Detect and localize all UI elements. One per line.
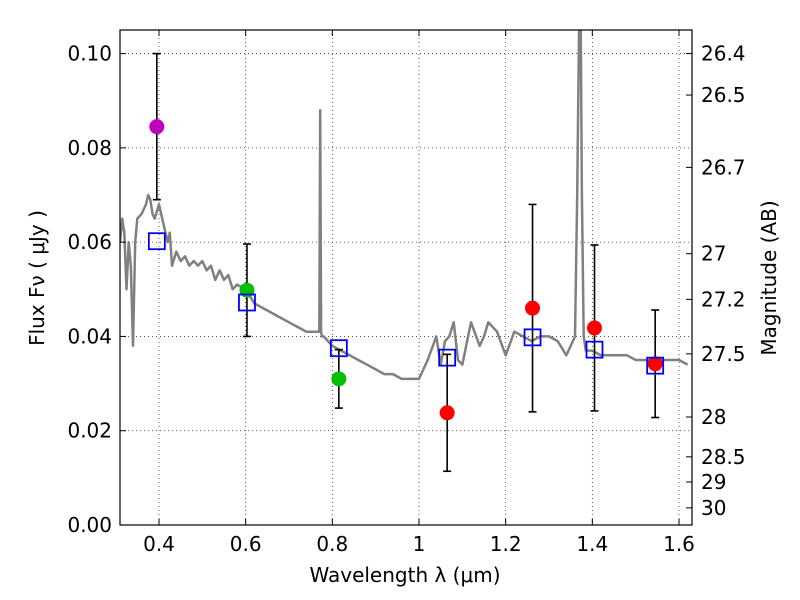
x-tick-label: 1.2 bbox=[490, 532, 522, 556]
y-tick-label: 0.02 bbox=[67, 419, 112, 443]
model-photometry-square bbox=[646, 356, 665, 375]
y-tick-label: 0.04 bbox=[67, 324, 112, 348]
x-tick-label: 1.6 bbox=[663, 532, 695, 556]
observed-point bbox=[239, 282, 255, 298]
observed-point bbox=[331, 371, 347, 387]
right-tick-label: 28.5 bbox=[701, 445, 746, 469]
model-photometry-square bbox=[147, 232, 166, 251]
right-tick-label: 26.7 bbox=[701, 155, 746, 179]
right-tick-label: 27 bbox=[701, 242, 726, 266]
x-tick-label: 1 bbox=[413, 532, 426, 556]
model-spectrum-line bbox=[120, 30, 689, 381]
model-photometry-square bbox=[438, 348, 457, 367]
y-axis-label: Flux Fν ( μJy ) bbox=[25, 210, 49, 346]
observed-point bbox=[149, 119, 165, 135]
observed-points bbox=[149, 119, 663, 421]
model-photometry-square bbox=[238, 293, 256, 312]
model-photometry-square bbox=[523, 328, 542, 347]
x-axis-label: Wavelength λ (μm) bbox=[309, 563, 500, 587]
x-tick-label: 0.6 bbox=[230, 532, 262, 556]
y-tick-label: 0.10 bbox=[67, 42, 112, 66]
right-tick-label: 27.5 bbox=[701, 342, 746, 366]
model-spectrum bbox=[120, 30, 689, 381]
y-tick-label: 0.06 bbox=[67, 230, 112, 254]
observed-point bbox=[439, 405, 455, 421]
y-tick-label: 0.08 bbox=[67, 136, 112, 160]
observed-point bbox=[587, 320, 602, 336]
observed-point bbox=[647, 356, 663, 372]
observed-point bbox=[525, 300, 541, 316]
axes bbox=[119, 29, 693, 526]
right-tick-label: 30 bbox=[701, 496, 726, 520]
x-tick-label: 0.8 bbox=[316, 532, 348, 556]
grid bbox=[120, 30, 692, 526]
model-photometry-square bbox=[329, 339, 348, 358]
right-tick-label: 27.2 bbox=[701, 287, 746, 311]
plot-frame bbox=[119, 29, 693, 526]
model-photometry-points bbox=[147, 232, 665, 375]
x-tick-label: 0.4 bbox=[143, 532, 175, 556]
x-tick-label: 1.4 bbox=[576, 532, 608, 556]
right-tick-label: 29 bbox=[701, 470, 726, 494]
model-photometry-square bbox=[585, 340, 604, 359]
right-tick-label: 26.5 bbox=[701, 83, 746, 107]
y-tick-label: 0.00 bbox=[67, 513, 112, 537]
tick-labels: 0.4 0.6 0.8 1 1.2 1.4 1.6 0.00 0.02 0.04 0.06 0.08 0… bbox=[67, 42, 745, 556]
right-axis-label: Magnitude (AB) bbox=[757, 200, 781, 355]
right-tick-label: 26.4 bbox=[701, 42, 746, 66]
right-tick-label: 28 bbox=[701, 405, 726, 429]
